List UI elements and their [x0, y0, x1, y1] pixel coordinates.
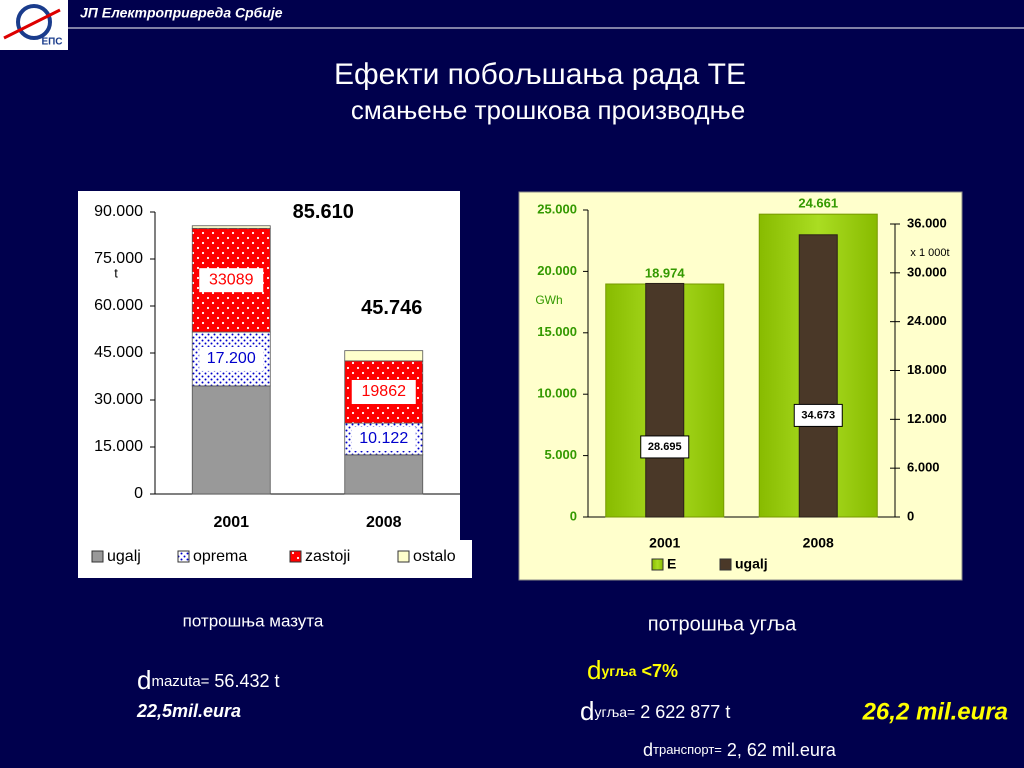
label-box	[199, 268, 264, 293]
logo-box	[0, 0, 68, 50]
legend-swatch	[177, 550, 190, 563]
data-label: 33089	[209, 271, 254, 288]
y-tick-label: 20.000	[537, 263, 577, 278]
y-tick-label: 60.000	[94, 297, 143, 314]
note: 22,5mil.eura	[136, 701, 241, 721]
label-box	[351, 426, 416, 451]
y2-tick-label: 0	[907, 508, 914, 523]
y2-tick-label: 36.000	[907, 215, 947, 230]
y2-axis-label: x 1 000t	[910, 247, 949, 259]
x-tick-label: 2001	[213, 514, 249, 531]
legend-swatch	[719, 558, 732, 571]
legend-label: ugalj	[735, 556, 768, 572]
subtitle: смањење трошкова производње	[351, 95, 745, 125]
x-tick-label: 2001	[649, 535, 680, 551]
legend-swatch	[289, 550, 302, 563]
data-label: 19862	[362, 383, 407, 400]
chart-panel	[518, 191, 963, 581]
data-label: 18.974	[645, 265, 686, 280]
note: 26,2 mil.eura	[862, 698, 1008, 725]
total-label: 45.746	[361, 297, 422, 319]
y-tick-label: 0	[134, 485, 143, 502]
note: dугља= 2 622 877 t	[580, 696, 730, 726]
label-box	[351, 380, 416, 405]
y-tick-label: 25.000	[537, 201, 577, 216]
legend-swatch	[91, 550, 104, 563]
bar	[798, 234, 838, 518]
y2-tick-label: 18.000	[907, 362, 947, 377]
caption: потрошња мазута	[183, 611, 324, 630]
y2-tick-label: 12.000	[907, 411, 947, 426]
bar-segment	[191, 385, 271, 495]
label-box	[793, 403, 843, 427]
y-tick-label: 30.000	[94, 391, 143, 408]
title: Ефекти побољшања рада ТЕ	[334, 58, 746, 91]
data-label: 17.200	[207, 350, 256, 367]
legend-label: E	[667, 556, 676, 572]
y-tick-label: 15.000	[94, 438, 143, 455]
caption: потрошња угља	[648, 613, 797, 635]
legend-panel	[460, 540, 472, 578]
label-box	[640, 435, 690, 459]
bar-segment	[191, 225, 271, 229]
data-label: 34.673	[801, 409, 835, 421]
logo-bolt	[3, 8, 61, 40]
legend-label: oprema	[193, 548, 247, 565]
y2-tick-label: 6.000	[907, 460, 940, 475]
legend-label: ostalo	[413, 548, 456, 565]
x-tick-label: 2008	[803, 535, 834, 551]
y-tick-label: 15.000	[537, 324, 577, 339]
y-tick-label: 75.000	[94, 250, 143, 267]
label-box	[199, 346, 264, 371]
y-tick-label: 90.000	[94, 203, 143, 220]
data-label: 10.122	[359, 430, 408, 447]
data-label: 28.695	[648, 441, 682, 453]
y-axis-label: GWh	[535, 293, 562, 307]
bar-segment	[344, 350, 424, 362]
legend-label: ugalj	[107, 548, 141, 565]
logo-text: ЕПС	[41, 37, 62, 48]
legend-swatch	[397, 550, 410, 563]
total-label: 85.610	[293, 201, 354, 223]
y2-tick-label: 30.000	[907, 264, 947, 279]
legend-swatch	[651, 558, 664, 571]
logo-ring	[16, 4, 52, 40]
data-label: 24.661	[798, 196, 838, 211]
y2-tick-label: 24.000	[907, 313, 947, 328]
header: ЈП Електропривреда Србије	[80, 5, 283, 21]
x-tick-label: 2008	[366, 514, 402, 531]
legend-label: zastoji	[305, 548, 350, 565]
note: dmazuta= 56.432 t	[137, 665, 279, 695]
y-axis-label: t	[114, 265, 118, 280]
note: dугља <7%	[587, 655, 678, 685]
y-tick-label: 45.000	[94, 344, 143, 361]
y-tick-label: 5.000	[544, 447, 577, 462]
y-tick-label: 0	[570, 508, 577, 523]
bar-segment	[344, 454, 424, 495]
y-tick-label: 10.000	[537, 386, 577, 401]
bar	[645, 282, 685, 518]
note: dтранспорт= 2, 62 mil.eura	[643, 740, 837, 760]
